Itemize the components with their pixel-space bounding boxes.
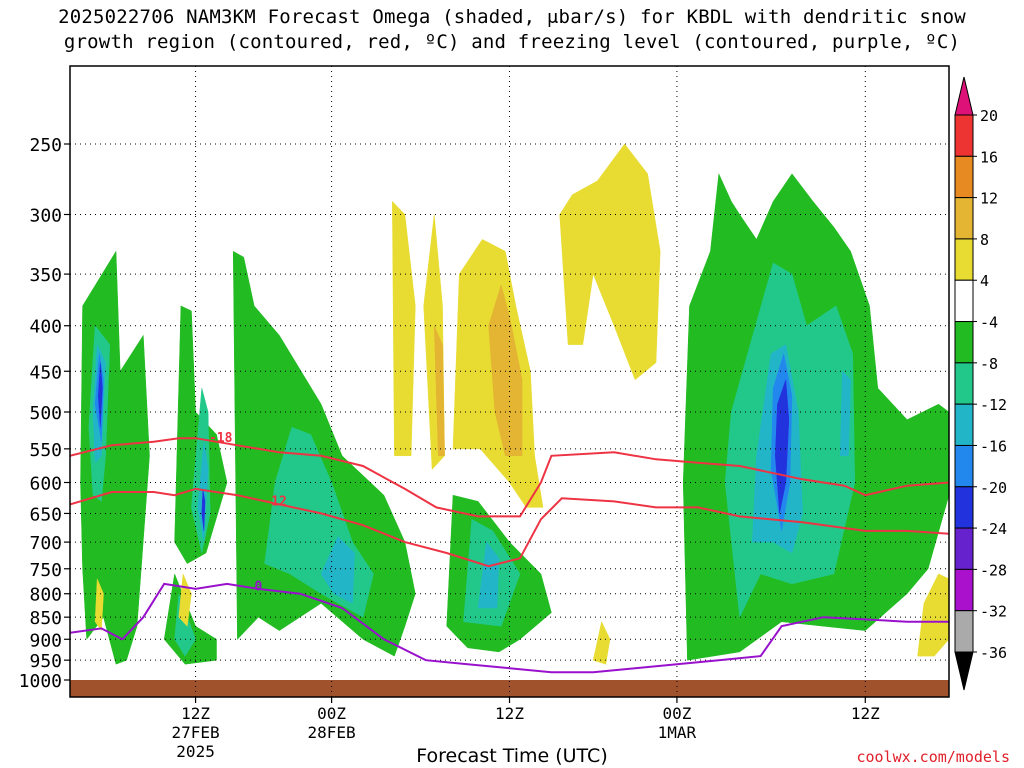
colorbar-label--8: -8 <box>980 355 998 373</box>
omega-region-4 <box>98 362 103 428</box>
colorbar-label--28: -28 <box>980 561 1007 579</box>
colorbar-box-6 <box>954 362 974 405</box>
y-tick-label-700: 700 <box>29 533 62 554</box>
dgz-contour-label-0: -18 <box>209 431 233 446</box>
x-tick-label-12Z: 12Z <box>851 704 880 723</box>
colorbar-box-0 <box>954 114 974 157</box>
credit-text: coolwx.com/models <box>856 748 1010 766</box>
colorbar-label--24: -24 <box>980 520 1007 538</box>
omega-region-32 <box>917 573 949 657</box>
omega-region-26 <box>488 284 523 457</box>
y-tick-label-350: 350 <box>29 265 62 286</box>
colorbar-box-1 <box>954 155 974 199</box>
freezing-contour-0 <box>70 582 949 674</box>
colorbar-box-12 <box>954 610 974 653</box>
colorbar-label--16: -16 <box>980 437 1007 455</box>
y-tick-label-1000: 1000 <box>19 671 62 692</box>
terrain-strip <box>70 680 949 697</box>
y-tick-label-800: 800 <box>29 585 62 606</box>
omega-region-23 <box>392 200 416 457</box>
colorbar-label--32: -32 <box>980 603 1007 621</box>
x-tick-label-00Z: 00Z <box>662 704 691 723</box>
y-tick-label-550: 550 <box>29 440 62 461</box>
y-tick-label-450: 450 <box>29 362 62 383</box>
x-tick-label-28FEB: 28FEB <box>308 723 356 742</box>
freezing-contour-label-0: 0 <box>254 579 262 594</box>
y-tick-label-900: 900 <box>29 630 62 651</box>
contour-layer: -18 -12 0 <box>70 431 949 674</box>
y-tick-label-650: 650 <box>29 504 62 525</box>
colorbar-box-8 <box>954 444 974 488</box>
omega-region-13 <box>320 536 355 604</box>
x-tick-label-00Z: 00Z <box>317 704 346 723</box>
omega-region-28 <box>559 143 661 381</box>
omega-region-22 <box>839 370 851 457</box>
colorbar-label--12: -12 <box>980 396 1007 414</box>
y-tick-label-950: 950 <box>29 651 62 672</box>
x-tick-label-27FEB: 27FEB <box>171 723 219 742</box>
x-tick-label-12Z: 12Z <box>181 704 210 723</box>
y-tick-label-750: 750 <box>29 560 62 581</box>
y-tick-label-300: 300 <box>29 205 62 226</box>
y-tick-label-500: 500 <box>29 403 62 424</box>
dgz-contour-0 <box>70 437 949 518</box>
y-axis: 2503003504004505005506006507007508008509… <box>19 135 70 692</box>
colorbar-label--36: -36 <box>980 644 1007 662</box>
x-tick-label-2025: 2025 <box>176 742 215 761</box>
colorbar-box-5 <box>954 321 974 364</box>
colorbar-label-12: 12 <box>980 190 998 208</box>
y-tick-label-250: 250 <box>29 135 62 156</box>
omega-region-29 <box>94 578 104 632</box>
omega-region-10 <box>201 488 206 531</box>
y-tick-label-400: 400 <box>29 317 62 338</box>
x-tick-label-12Z: 12Z <box>495 704 524 723</box>
y-tick-label-600: 600 <box>29 473 62 494</box>
colorbar-box-10 <box>954 527 974 570</box>
colorbar-arrow-top <box>954 76 974 116</box>
colorbar-label--20: -20 <box>980 479 1007 497</box>
gridlines <box>70 66 949 697</box>
colorbar-label-4: 4 <box>980 272 989 290</box>
dgz-contour-label-1: -12 <box>263 494 286 509</box>
x-axis-label: Forecast Time (UTC) <box>416 745 608 767</box>
omega-region-21 <box>775 379 790 514</box>
chart-title-line1: 2025022706 NAM3KM Forecast Omega (shaded… <box>58 6 966 28</box>
colorbar-box-3 <box>954 238 974 281</box>
dgz-contour-1 <box>70 487 949 568</box>
y-tick-label-850: 850 <box>29 608 62 629</box>
chart-title-line2: growth region (contoured, red, ºC) and f… <box>63 31 961 53</box>
colorbar-box-4 <box>954 279 974 323</box>
colorbar-box-9 <box>954 486 974 529</box>
colorbar-box-2 <box>954 197 974 240</box>
colorbar: 20 16 12 8 4 -4 -8 -12 -16 -20 -24 -28 -32 -36 <box>954 76 1007 691</box>
x-tick-label-1MAR: 1MAR <box>658 723 697 742</box>
plot-area: -18 -12 0 <box>69 65 950 698</box>
colorbar-box-7 <box>954 403 974 446</box>
colorbar-arrow-bottom <box>954 651 974 691</box>
colorbar-label-20: 20 <box>980 107 998 125</box>
omega-shading-layer <box>80 143 949 665</box>
colorbar-label-8: 8 <box>980 231 989 249</box>
colorbar-label--4: -4 <box>980 314 998 332</box>
terrain-layer <box>70 680 949 697</box>
colorbar-label-16: 16 <box>980 148 998 166</box>
colorbar-box-11 <box>954 568 974 612</box>
omega-region-27 <box>433 325 445 457</box>
